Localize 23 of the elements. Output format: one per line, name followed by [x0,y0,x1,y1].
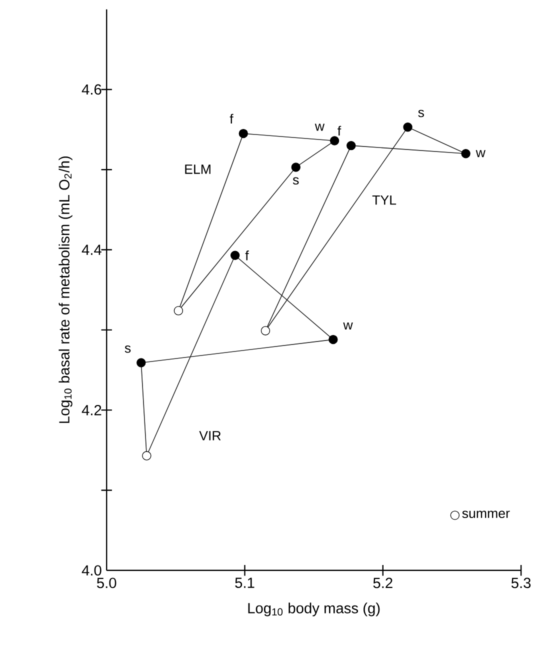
data-label: w [314,124,324,131]
data-label: s [418,110,424,118]
x-tick-label: 5.3 [511,578,530,588]
x-tick-label: 5.1 [234,578,254,588]
x-tick-label: 5.2 [373,578,392,588]
x-axis-title: Log$_{10}$ body mass (g) [248,602,380,616]
data-label: w [343,322,353,330]
annotation: ELM [184,164,210,174]
y-tick-label: 4.2 [82,404,101,416]
data-label: f [337,126,341,136]
y-tick-label: 4.4 [82,244,102,255]
data-label: w [476,150,486,158]
data-label: s [124,345,130,353]
data-label: f [230,114,234,124]
data-label: f [245,250,249,260]
y-tick-label: 4.0 [82,565,102,576]
annotation: TYL [372,195,396,205]
y-tick-label: 4.6 [82,84,102,95]
y-axis-title: Log$_{10}$ basal rate of metabolism (mL O$_{2}$/h) [58,156,72,423]
legend-label: summer [462,510,510,518]
data-label: s [292,177,299,185]
annotation: VIR [198,431,221,440]
x-tick-label: 5.0 [96,578,116,588]
